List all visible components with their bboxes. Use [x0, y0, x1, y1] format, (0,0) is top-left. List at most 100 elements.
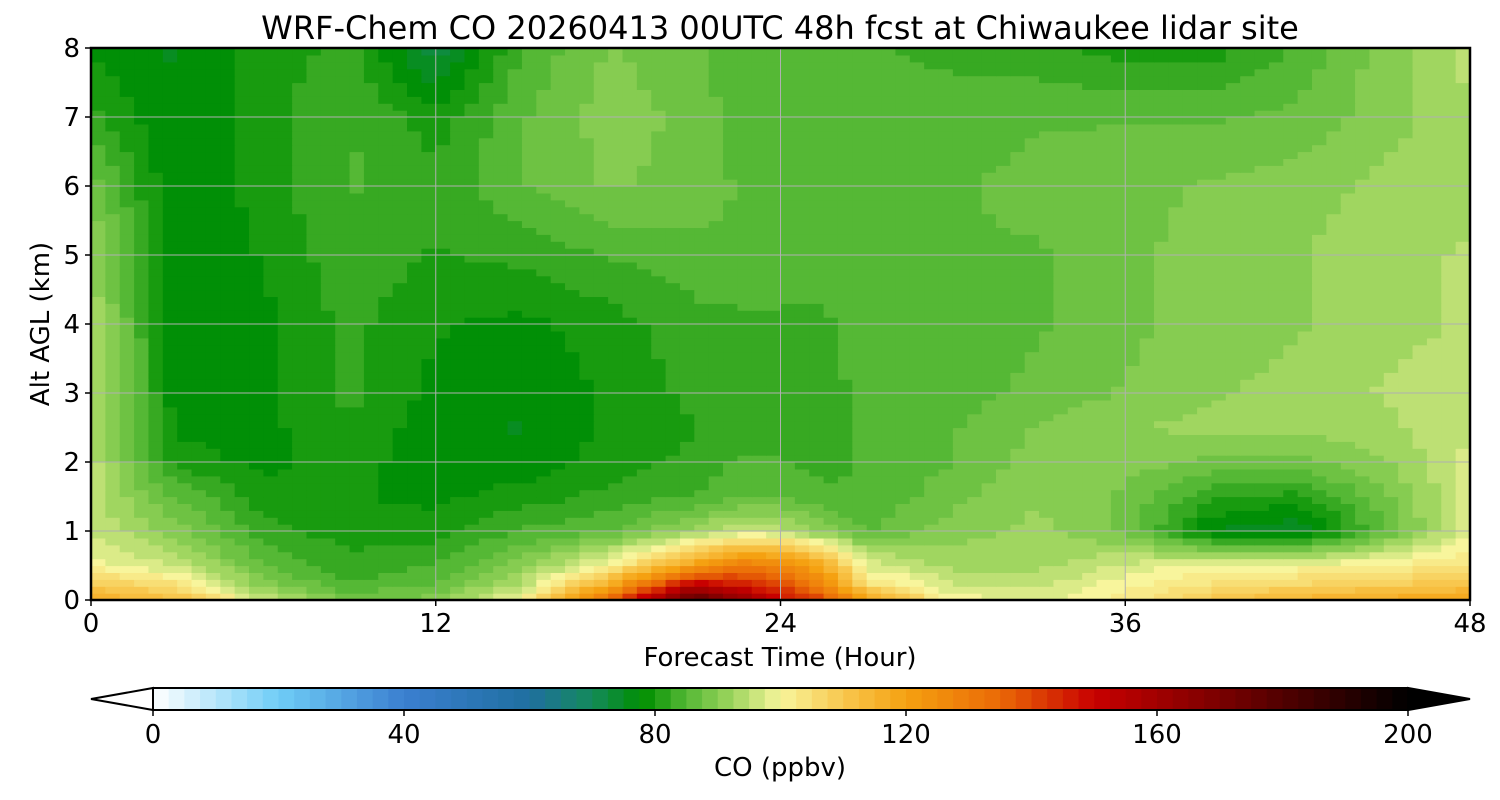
contour-cell — [263, 261, 279, 270]
contour-cell — [407, 365, 422, 373]
contour-cell — [1383, 268, 1399, 277]
contour-cell — [1240, 365, 1256, 373]
contour-cell — [1053, 303, 1069, 311]
contour-cell — [1441, 358, 1457, 366]
contour-cell — [536, 524, 552, 532]
contour-cell — [105, 248, 121, 256]
contour-cell — [723, 358, 738, 366]
contour-cell — [1197, 275, 1213, 284]
contour-cell — [1268, 324, 1284, 332]
contour-cell — [1426, 310, 1442, 318]
contour-cell — [1340, 579, 1356, 587]
contour-cell — [651, 351, 667, 360]
contour-cell — [679, 358, 695, 366]
contour-cell — [1369, 393, 1385, 401]
contour-cell — [1283, 344, 1299, 353]
contour-cell — [507, 475, 523, 484]
contour-cell — [1211, 289, 1227, 297]
contour-cell — [794, 248, 810, 256]
contour-cell — [134, 468, 150, 477]
contour-cell — [1110, 310, 1126, 318]
contour-cell — [766, 241, 782, 249]
contour-cell — [162, 268, 178, 277]
contour-cell — [105, 586, 121, 594]
contour-cell — [651, 427, 667, 435]
contour-cell — [1369, 558, 1385, 567]
contour-cell — [967, 489, 983, 498]
contour-cell — [378, 275, 394, 284]
contour-cell — [521, 434, 537, 442]
contour-cell — [234, 296, 250, 304]
contour-cell — [1383, 261, 1399, 270]
contour-cell — [1153, 593, 1169, 601]
contour-cell — [1355, 255, 1371, 263]
contour-cell — [507, 441, 523, 449]
contour-cell — [249, 593, 264, 601]
contour-cell — [780, 406, 796, 415]
contour-cell — [1355, 448, 1371, 456]
contour-cell — [1096, 358, 1112, 366]
contour-cell — [91, 351, 106, 360]
contour-cell — [1283, 399, 1299, 408]
contour-cell — [91, 455, 106, 463]
contour-cell — [478, 289, 494, 297]
contour-cell — [565, 468, 580, 477]
contour-cell — [507, 593, 523, 601]
contour-cell — [507, 241, 523, 249]
contour-cell — [1225, 434, 1241, 442]
contour-cell — [1355, 462, 1371, 470]
contour-cell — [205, 358, 221, 366]
contour-cell — [1369, 337, 1385, 346]
contour-cell — [1254, 330, 1270, 339]
contour-cell — [1340, 358, 1356, 366]
contour-cell — [1340, 303, 1356, 311]
contour-cell — [1240, 434, 1256, 442]
contour-cell — [306, 482, 322, 491]
contour-cell — [1326, 241, 1342, 249]
contour-cell — [952, 455, 968, 463]
contour-cell — [1254, 510, 1270, 518]
contour-cell — [1039, 448, 1055, 456]
contour-cell — [952, 448, 968, 456]
contour-cell — [378, 317, 394, 325]
contour-cell — [320, 510, 336, 518]
contour-cell — [1211, 510, 1227, 518]
contour-cell — [550, 324, 566, 332]
contour-cell — [766, 399, 782, 408]
contour-cell — [981, 517, 997, 525]
contour-cell — [1082, 248, 1098, 256]
contour-cell — [1024, 413, 1040, 422]
contour-cell — [392, 586, 408, 594]
contour-cell — [536, 537, 552, 546]
contour-cell — [507, 372, 523, 380]
contour-cell — [1110, 427, 1126, 435]
contour-cell — [565, 558, 580, 567]
contour-cell — [1441, 517, 1457, 525]
contour-cell — [407, 496, 422, 504]
contour-cell — [622, 255, 638, 263]
contour-cell — [536, 344, 552, 353]
contour-cell — [1153, 551, 1169, 560]
contour-cell — [1225, 565, 1241, 573]
contour-cell — [1340, 593, 1356, 601]
contour-cell — [220, 268, 236, 277]
contour-cell — [493, 475, 509, 484]
contour-cell — [1383, 399, 1399, 408]
contour-cell — [723, 427, 738, 435]
contour-cell — [435, 531, 451, 539]
contour-cell — [478, 537, 494, 546]
contour-cell — [1455, 406, 1471, 415]
contour-cell — [464, 261, 480, 270]
contour-cell — [694, 344, 710, 353]
contour-cell — [1412, 558, 1428, 567]
contour-cell — [694, 330, 710, 339]
contour-cell — [292, 241, 308, 249]
contour-cell — [1168, 399, 1184, 408]
contour-cell — [450, 427, 466, 435]
contour-cell — [608, 427, 624, 435]
contour-cell — [723, 510, 738, 518]
contour-cell — [91, 261, 106, 270]
contour-cell — [363, 579, 379, 587]
contour-cell — [507, 565, 523, 573]
contour-cell — [967, 372, 983, 380]
